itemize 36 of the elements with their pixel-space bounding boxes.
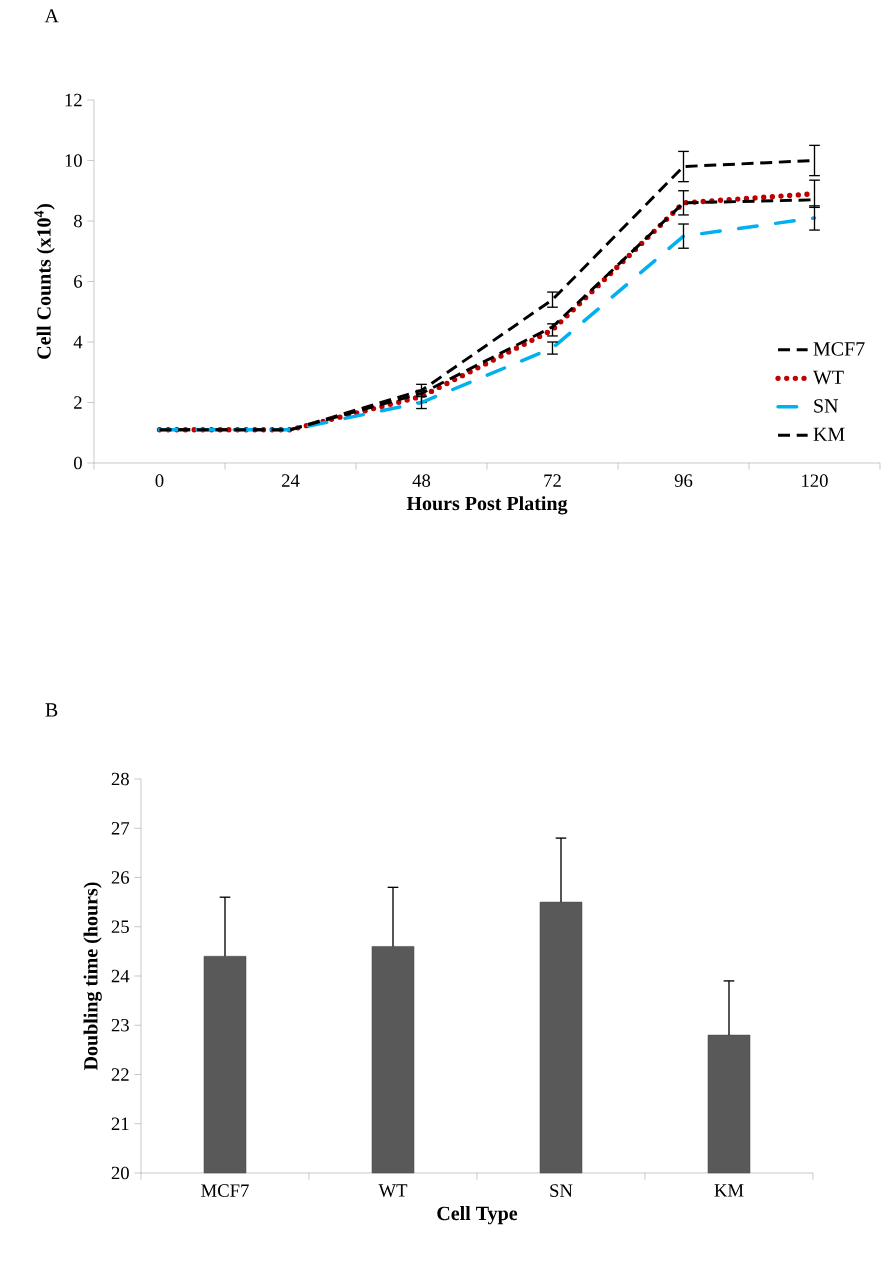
y-tick-label: 28 — [111, 772, 129, 786]
y-tick-label: 6 — [74, 275, 83, 288]
legend-label: SN — [814, 399, 839, 413]
y-tick-label: 4 — [73, 335, 83, 349]
x-tick-label: 72 — [544, 474, 561, 487]
y-tick-label: 10 — [65, 154, 82, 167]
legend-label: KM — [813, 427, 845, 441]
y-tick-label: 0 — [74, 456, 82, 470]
y-tick-label: 24 — [111, 969, 130, 983]
chart-title: B — [45, 703, 58, 717]
y-tick-label: 8 — [74, 214, 82, 228]
x-tick-label: 0 — [155, 474, 164, 487]
y-tick-label: 22 — [111, 1068, 129, 1081]
x-axis-title: Hours Post Plating — [406, 496, 568, 515]
y-tick-label: 26 — [111, 871, 130, 884]
y-tick-label: 27 — [111, 822, 130, 835]
y-axis-title: Cell Counts (x10$^{4}$) — [34, 204, 55, 359]
x-tick-label: 120 — [802, 474, 828, 487]
y-tick-label: 25 — [111, 920, 129, 934]
chart-title: A — [44, 9, 59, 23]
x-tick-label: WT — [378, 1184, 408, 1197]
x-axis-title: Cell Type — [437, 1206, 518, 1225]
y-axis-title: Doubling time (hours) — [83, 882, 102, 1071]
x-tick-label: KM — [714, 1184, 744, 1197]
x-tick-label: 96 — [674, 474, 693, 487]
y-tick-label: 21 — [111, 1117, 129, 1130]
y-tick-label: 2 — [74, 396, 82, 409]
y-tick-label: 20 — [111, 1166, 129, 1180]
y-tick-label: 12 — [65, 93, 82, 107]
legend-label: WT — [812, 370, 844, 385]
x-tick-label: MCF7 — [201, 1184, 249, 1197]
legend-label: MCF7 — [813, 342, 865, 356]
x-tick-label: 24 — [281, 474, 300, 487]
x-tick-label: 48 — [412, 474, 431, 487]
x-tick-label: SN — [550, 1184, 573, 1197]
y-tick-label: 23 — [111, 1018, 129, 1032]
